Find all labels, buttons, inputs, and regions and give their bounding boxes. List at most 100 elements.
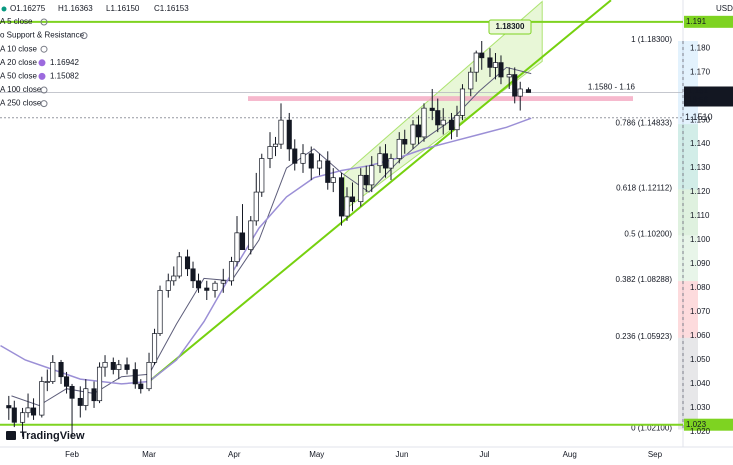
x-tick-label: Sep	[648, 450, 663, 459]
fib-label: 0.382 (1.08288)	[616, 275, 673, 284]
candle-body	[146, 361, 152, 390]
candle-body	[349, 196, 356, 203]
candle-body	[525, 89, 532, 93]
level-tag	[684, 15, 733, 28]
candle-body	[195, 280, 202, 289]
candle-body	[204, 287, 210, 291]
candle-body	[124, 364, 130, 370]
candle-body	[228, 261, 235, 282]
eye-icon	[40, 100, 48, 108]
candle-body	[190, 268, 196, 282]
x-tick-label: Mar	[142, 450, 156, 459]
eye-icon	[40, 45, 48, 53]
indicator-value: 1.15082	[50, 72, 79, 81]
ohlc-value: O1.16275	[10, 4, 46, 13]
candle-body	[344, 196, 350, 217]
candle-body	[487, 57, 493, 68]
candle-body	[330, 177, 336, 183]
y-tick-label: 1.120	[690, 187, 711, 196]
fib-label: 0 (1.02100)	[631, 424, 672, 433]
candle-body	[459, 88, 466, 116]
indicator-name: A 100 close	[0, 85, 42, 94]
candle-body	[267, 146, 273, 159]
fib-label: 0.618 (1.12112)	[616, 184, 672, 193]
y-tick-label: 1.090	[690, 259, 711, 268]
candle-body	[382, 153, 389, 169]
candle-body	[248, 220, 254, 250]
candle-body	[292, 148, 298, 164]
y-tick-label: 1.050	[690, 355, 711, 364]
y-tick-label: 1.130	[690, 163, 711, 172]
brand: TradingView	[20, 430, 85, 442]
candle-body	[11, 407, 17, 423]
candle-body	[151, 333, 158, 363]
candle-body	[171, 275, 177, 282]
indicator-icon	[38, 72, 46, 80]
candle-body	[440, 119, 446, 126]
candle-body	[363, 174, 369, 186]
fib-band	[678, 124, 698, 190]
y-tick-label: 1.020	[690, 427, 711, 436]
candle-body	[498, 62, 504, 78]
candle-body	[25, 407, 31, 414]
candle-body	[410, 124, 416, 145]
peak-label: 1.18300	[496, 22, 525, 31]
indicator-icon	[38, 59, 46, 67]
indicator-name: A 10 close	[0, 44, 37, 53]
candle-body	[468, 71, 474, 90]
candle-body	[96, 366, 103, 402]
y-tick-label: 1.140	[690, 139, 711, 148]
candle-body	[138, 383, 144, 390]
zone-label: 1.1580 - 1.16	[588, 82, 636, 91]
candle-body	[239, 232, 246, 250]
candle-body	[50, 361, 56, 382]
candle-body	[69, 385, 75, 399]
candle-body	[278, 119, 284, 145]
candle-body	[338, 177, 345, 217]
candle-body	[6, 405, 12, 409]
candle-body	[506, 74, 512, 78]
indicator-name: A 250 close	[0, 99, 42, 108]
candle-body	[176, 256, 182, 277]
last-price-tag	[684, 86, 733, 107]
level-tag	[684, 418, 733, 431]
y-tick-label: 1.060	[690, 331, 711, 340]
zone	[248, 96, 633, 101]
y-tick-label: 1.180	[690, 43, 711, 52]
fib-label: 0.786 (1.14833)	[616, 118, 673, 127]
candle-body	[272, 143, 279, 147]
candle-body	[234, 232, 240, 262]
last-price-label: 1.161	[688, 87, 709, 96]
candle-body	[102, 361, 108, 368]
candle-body	[19, 412, 26, 423]
candle-body	[91, 388, 97, 402]
x-tick-label: Aug	[563, 450, 577, 459]
candle-body	[63, 376, 70, 387]
candle-body	[83, 388, 89, 406]
support-label: 1.1510	[685, 112, 713, 122]
peak-tag	[488, 19, 532, 35]
last-price-time: 18:56	[688, 96, 709, 105]
logo: TradingView	[6, 430, 85, 442]
candle-body	[44, 381, 50, 383]
candle-body	[454, 114, 460, 131]
candle-body	[369, 165, 375, 186]
x-tick-label: Jul	[479, 450, 489, 459]
candle-body	[300, 153, 306, 164]
y-tick-label: 1.100	[690, 235, 711, 244]
currency: USD	[716, 4, 733, 13]
candle-body	[157, 290, 163, 334]
y-tick-label: 1.040	[690, 379, 711, 388]
candle-body	[253, 191, 259, 222]
candle-body	[212, 282, 218, 291]
candle-body	[30, 407, 37, 416]
x-tick-label: Jun	[396, 450, 409, 459]
candle-body	[377, 153, 383, 167]
candle-body	[415, 124, 422, 138]
candle-body	[473, 52, 479, 73]
candle-body	[308, 153, 314, 169]
candle-body	[184, 256, 191, 270]
y-tick-label: 1.070	[690, 307, 711, 316]
candle-body	[402, 138, 408, 145]
